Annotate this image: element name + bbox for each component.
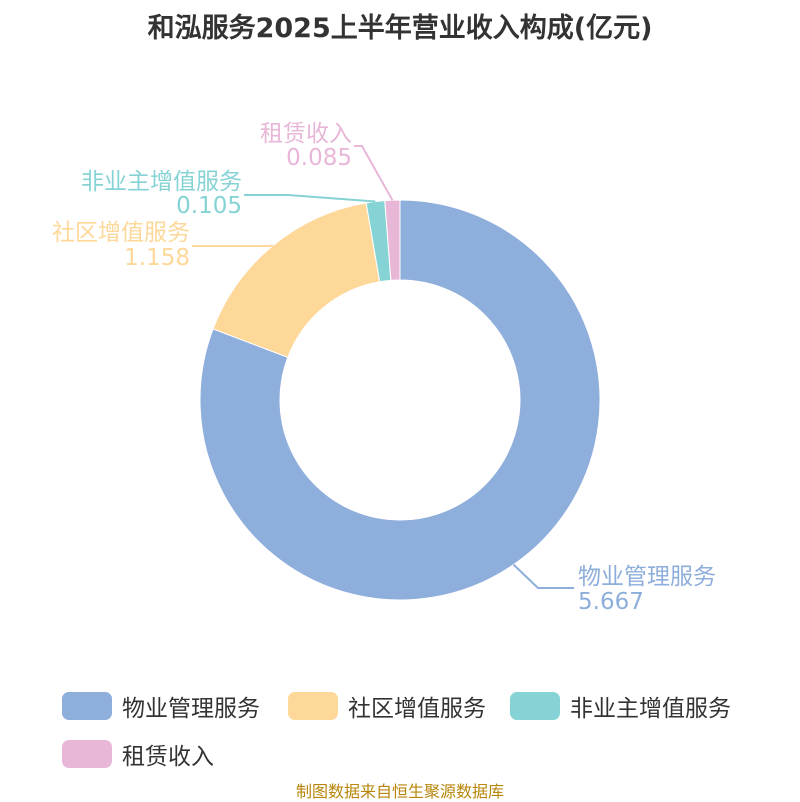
slice-label-name-3: 租赁收入 — [260, 121, 352, 147]
legend-item-1[interactable]: 社区增值服务 — [288, 688, 486, 724]
legend-label: 物业管理服务 — [122, 689, 260, 723]
legend-swatch — [288, 692, 338, 720]
slice-label-name-2: 非业主增值服务 — [81, 169, 242, 195]
legend-label: 非业主增值服务 — [570, 689, 731, 723]
slices-group — [200, 200, 600, 600]
legend-swatch — [510, 692, 560, 720]
legend-swatch — [62, 692, 112, 720]
slice-1 — [213, 203, 380, 357]
slice-label-value-0: 5.667 — [578, 589, 644, 615]
slice-label-value-2: 0.105 — [176, 193, 242, 219]
legend-label: 租赁收入 — [122, 737, 214, 771]
legend-item-3[interactable]: 租赁收入 — [62, 736, 214, 772]
legend-item-2[interactable]: 非业主增值服务 — [510, 688, 731, 724]
slice-label-value-1: 1.158 — [124, 245, 190, 271]
legend-swatch — [62, 740, 112, 768]
leader-line-3 — [354, 146, 392, 200]
legend-item-0[interactable]: 物业管理服务 — [62, 688, 260, 724]
source-note: 制图数据来自恒生聚源数据库 — [0, 778, 800, 802]
slice-label-name-1: 社区增值服务 — [52, 220, 190, 246]
slice-label-value-3: 0.085 — [286, 145, 352, 171]
slice-label-name-0: 物业管理服务 — [578, 564, 716, 590]
leader-line-2 — [244, 195, 375, 202]
legend-label: 社区增值服务 — [348, 689, 486, 723]
leader-line-0 — [514, 565, 574, 588]
